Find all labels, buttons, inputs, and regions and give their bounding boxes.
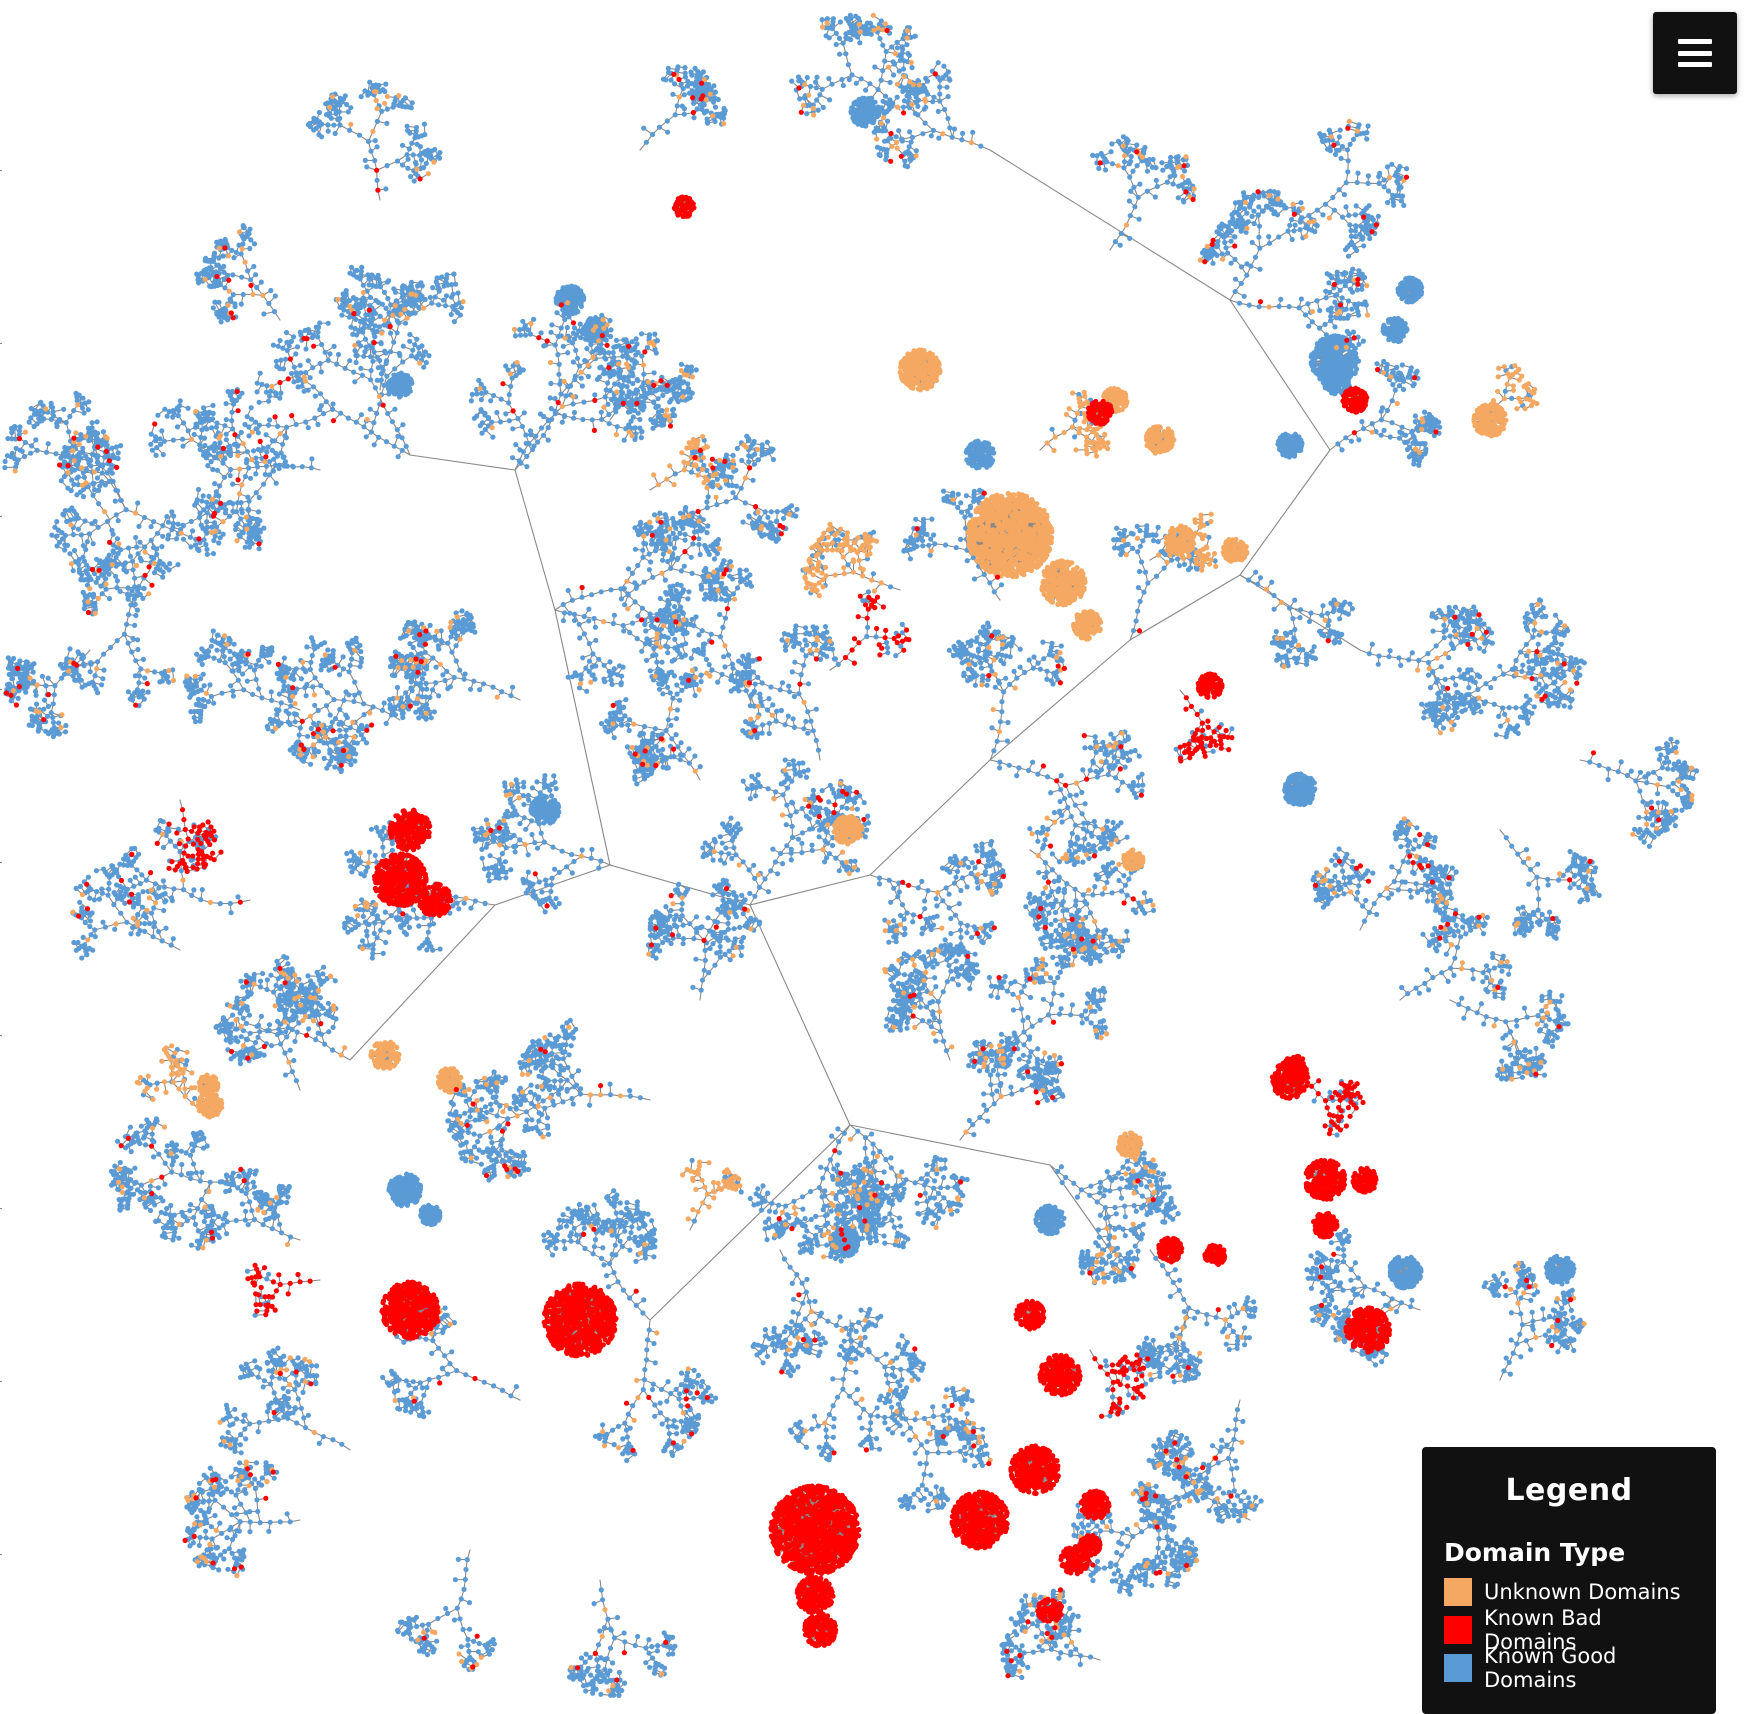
hamburger-menu-icon bbox=[1678, 39, 1712, 67]
axis-tick bbox=[0, 1035, 2, 1036]
graph-edge-paths bbox=[4, 14, 1698, 1696]
legend-label-bad: Known Bad Domains bbox=[1484, 1606, 1602, 1654]
graph-edges bbox=[4, 14, 1698, 1696]
domain-nodes-good[interactable] bbox=[2, 12, 1700, 1699]
axis-tick bbox=[0, 1381, 2, 1382]
legend-item-good[interactable]: Known Good Domains bbox=[1444, 1644, 1694, 1692]
legend-item-bad[interactable]: Known Bad Domains bbox=[1444, 1606, 1694, 1654]
axis-tick bbox=[0, 1554, 2, 1555]
legend-item-unknown[interactable]: Unknown Domains bbox=[1444, 1573, 1694, 1611]
domain-nodes-unknown[interactable] bbox=[10, 12, 1695, 1694]
axis-tick bbox=[0, 516, 2, 517]
legend-swatch-good bbox=[1444, 1654, 1472, 1682]
legend-panel: Legend Domain Type Unknown Domains Known… bbox=[1422, 1447, 1716, 1714]
axis-tick bbox=[0, 862, 2, 863]
graph-nodes bbox=[2, 12, 1700, 1699]
legend-title: Legend bbox=[1505, 1473, 1633, 1508]
axis-tick bbox=[0, 1208, 2, 1209]
legend-label-unknown: Unknown Domains bbox=[1484, 1580, 1681, 1604]
menu-button[interactable] bbox=[1653, 12, 1737, 94]
axis-tick bbox=[0, 689, 2, 690]
axis-tick bbox=[0, 170, 2, 171]
legend-label-good: Known Good Domains bbox=[1484, 1644, 1617, 1692]
legend-swatch-unknown bbox=[1444, 1578, 1472, 1606]
axis-tick bbox=[0, 343, 2, 344]
legend-swatch-bad bbox=[1444, 1616, 1472, 1644]
legend-subtitle: Domain Type bbox=[1444, 1538, 1626, 1567]
